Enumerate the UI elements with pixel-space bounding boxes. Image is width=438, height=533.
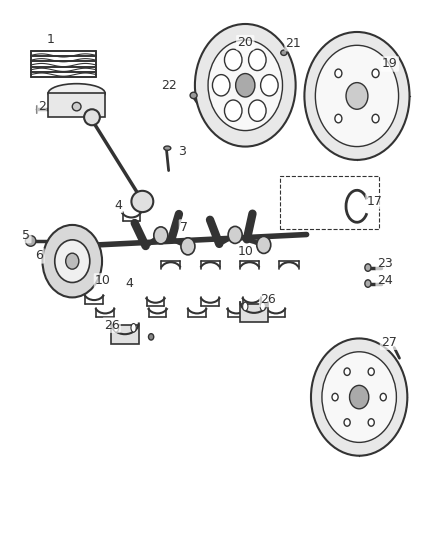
Ellipse shape xyxy=(257,237,271,254)
Text: 2: 2 xyxy=(38,100,46,113)
Ellipse shape xyxy=(42,225,102,297)
Ellipse shape xyxy=(195,24,296,147)
Text: 27: 27 xyxy=(381,336,397,349)
Text: 3: 3 xyxy=(178,146,186,158)
Text: 21: 21 xyxy=(286,37,301,50)
Ellipse shape xyxy=(260,302,265,311)
Text: 5: 5 xyxy=(22,229,30,242)
Ellipse shape xyxy=(365,280,371,287)
Text: 19: 19 xyxy=(382,58,398,70)
Ellipse shape xyxy=(380,393,386,401)
Ellipse shape xyxy=(164,146,171,150)
Text: 4: 4 xyxy=(125,277,133,290)
Ellipse shape xyxy=(335,69,342,78)
Text: 24: 24 xyxy=(377,274,392,287)
Ellipse shape xyxy=(48,84,105,103)
Ellipse shape xyxy=(113,324,119,332)
Ellipse shape xyxy=(131,324,136,332)
Ellipse shape xyxy=(368,419,374,426)
Text: 17: 17 xyxy=(367,195,382,208)
Ellipse shape xyxy=(228,227,242,244)
Text: 23: 23 xyxy=(377,257,392,270)
Ellipse shape xyxy=(249,100,266,122)
Text: 1: 1 xyxy=(46,34,54,46)
Ellipse shape xyxy=(311,338,407,456)
Text: 7: 7 xyxy=(180,221,188,233)
Ellipse shape xyxy=(350,385,369,409)
Text: 10: 10 xyxy=(237,245,253,258)
Bar xyxy=(48,93,105,117)
Ellipse shape xyxy=(190,92,197,99)
Text: 20: 20 xyxy=(237,36,253,49)
Text: 26: 26 xyxy=(260,293,276,306)
Ellipse shape xyxy=(84,109,100,125)
Ellipse shape xyxy=(148,334,154,340)
Ellipse shape xyxy=(66,253,79,269)
Ellipse shape xyxy=(304,32,410,160)
Ellipse shape xyxy=(261,75,278,96)
Text: 26: 26 xyxy=(104,319,120,332)
Bar xyxy=(240,304,268,322)
Ellipse shape xyxy=(25,236,36,246)
Ellipse shape xyxy=(332,393,338,401)
Ellipse shape xyxy=(344,368,350,375)
Ellipse shape xyxy=(344,419,350,426)
Ellipse shape xyxy=(236,74,255,97)
Ellipse shape xyxy=(335,114,342,123)
Ellipse shape xyxy=(224,100,242,122)
Ellipse shape xyxy=(225,49,242,70)
Ellipse shape xyxy=(346,83,368,109)
Ellipse shape xyxy=(315,45,399,147)
Ellipse shape xyxy=(154,227,168,244)
Ellipse shape xyxy=(55,240,90,282)
Text: 4: 4 xyxy=(114,199,122,212)
Ellipse shape xyxy=(281,50,287,55)
Ellipse shape xyxy=(372,114,379,123)
Ellipse shape xyxy=(365,264,371,271)
Ellipse shape xyxy=(368,368,374,375)
Text: 6: 6 xyxy=(35,249,43,262)
Ellipse shape xyxy=(212,75,230,96)
Bar xyxy=(111,325,139,344)
Ellipse shape xyxy=(249,49,266,70)
Ellipse shape xyxy=(208,40,283,131)
Ellipse shape xyxy=(372,69,379,78)
Ellipse shape xyxy=(181,238,195,255)
Ellipse shape xyxy=(243,302,248,311)
Bar xyxy=(280,176,379,229)
Ellipse shape xyxy=(72,102,81,111)
Text: 10: 10 xyxy=(95,274,111,287)
Text: 22: 22 xyxy=(161,79,177,92)
Ellipse shape xyxy=(131,191,153,212)
Ellipse shape xyxy=(322,352,396,442)
